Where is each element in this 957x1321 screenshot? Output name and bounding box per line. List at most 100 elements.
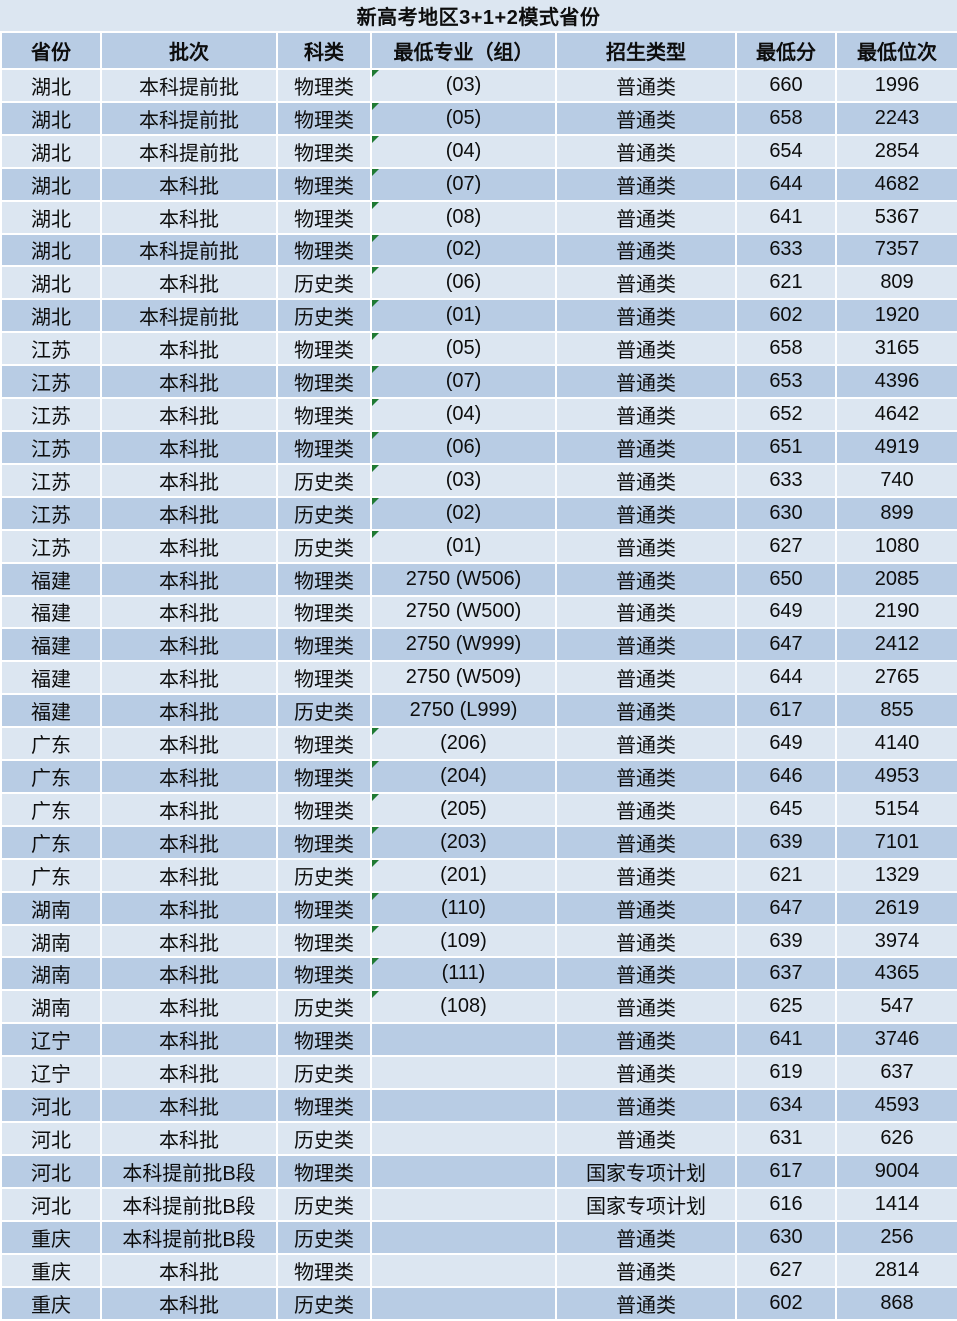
- cell-admission-type: 普通类: [555, 429, 737, 465]
- cell-province: 福建: [0, 561, 102, 597]
- cell-min-score: 625: [735, 989, 837, 1025]
- cell-min-rank: 4919: [835, 429, 957, 465]
- error-flag-icon: [373, 432, 379, 439]
- cell-subject: 物理类: [276, 1022, 372, 1058]
- cell-subject: 物理类: [276, 594, 372, 630]
- table-row: 河北 本科提前批B段 物理类 国家专项计划 617 9004: [0, 1153, 957, 1189]
- cell-min-score: 650: [735, 561, 837, 597]
- cell-subject: 历史类: [276, 1055, 372, 1091]
- cell-subject: 物理类: [276, 429, 372, 465]
- cell-min-score: 602: [735, 1285, 837, 1321]
- column-header-province: 省份: [0, 31, 102, 70]
- cell-province: 广东: [0, 726, 102, 762]
- cell-province: 江苏: [0, 495, 102, 531]
- table-row: 福建 本科批 历史类 2750 (L999) 普通类 617 855: [0, 693, 957, 729]
- cell-subject: 物理类: [276, 232, 372, 268]
- cell-subject: 历史类: [276, 1186, 372, 1222]
- cell-min-rank: 740: [835, 462, 957, 498]
- cell-major-group: [370, 1088, 557, 1123]
- cell-min-rank: 4365: [835, 956, 957, 992]
- table-row: 福建 本科批 物理类 2750 (W509) 普通类 644 2765: [0, 660, 957, 696]
- cell-major-group: (108): [370, 989, 557, 1025]
- cell-major-group: (205): [370, 791, 557, 827]
- cell-min-rank: 2190: [835, 594, 957, 630]
- cell-subject: 物理类: [276, 397, 372, 432]
- cell-province: 广东: [0, 791, 102, 827]
- cell-admission-type: 普通类: [555, 199, 737, 235]
- cell-province: 湖北: [0, 100, 102, 136]
- cell-admission-type: 普通类: [555, 100, 737, 136]
- table-row: 重庆 本科提前批B段 历史类 普通类 630 256: [0, 1219, 957, 1255]
- cell-admission-type: 普通类: [555, 989, 737, 1025]
- cell-batch: 本科批: [100, 726, 278, 762]
- table-row: 河北 本科批 物理类 普通类 634 4593: [0, 1088, 957, 1123]
- cell-min-score: 617: [735, 693, 837, 729]
- table-row: 广东 本科批 物理类 (203) 普通类 639 7101: [0, 824, 957, 860]
- cell-subject: 历史类: [276, 1121, 372, 1156]
- cell-subject: 物理类: [276, 824, 372, 860]
- cell-min-score: 639: [735, 824, 837, 860]
- cell-min-score: 653: [735, 364, 837, 400]
- cell-batch: 本科批: [100, 791, 278, 827]
- table-row: 辽宁 本科批 物理类 普通类 641 3746: [0, 1022, 957, 1058]
- cell-admission-type: 普通类: [555, 890, 737, 926]
- error-flag-icon: [373, 959, 379, 966]
- cell-major-group: (01): [370, 298, 557, 334]
- error-flag-icon: [373, 992, 379, 999]
- cell-batch: 本科提前批: [100, 68, 278, 103]
- error-flag-icon: [373, 729, 379, 736]
- cell-batch: 本科批: [100, 594, 278, 630]
- table-row: 湖南 本科批 历史类 (108) 普通类 625 547: [0, 989, 957, 1025]
- cell-subject: 物理类: [276, 331, 372, 367]
- cell-admission-type: 普通类: [555, 397, 737, 432]
- cell-admission-type: 普通类: [555, 1088, 737, 1123]
- table-row: 湖南 本科批 物理类 (111) 普通类 637 4365: [0, 956, 957, 992]
- cell-admission-type: 普通类: [555, 1252, 737, 1288]
- cell-min-rank: 2854: [835, 133, 957, 169]
- cell-min-score: 619: [735, 1055, 837, 1091]
- error-flag-icon: [373, 103, 379, 110]
- cell-province: 广东: [0, 759, 102, 794]
- cell-min-score: 647: [735, 627, 837, 663]
- cell-subject: 物理类: [276, 923, 372, 959]
- cell-admission-type: 普通类: [555, 726, 737, 762]
- cell-admission-type: 普通类: [555, 594, 737, 630]
- cell-province: 广东: [0, 857, 102, 893]
- table-body: 湖北 本科提前批 物理类 (03) 普通类 660 1996 湖北 本科提前批 物理类 (05) 普通…: [0, 68, 957, 1321]
- cell-province: 江苏: [0, 528, 102, 564]
- cell-admission-type: 普通类: [555, 1219, 737, 1255]
- cell-min-rank: 5154: [835, 791, 957, 827]
- cell-batch: 本科批: [100, 660, 278, 696]
- cell-province: 江苏: [0, 462, 102, 498]
- column-header-major-group: 最低专业（组）: [370, 31, 557, 70]
- cell-min-rank: 256: [835, 1219, 957, 1255]
- cell-min-score: 651: [735, 429, 837, 465]
- cell-min-score: 621: [735, 857, 837, 893]
- cell-major-group: (204): [370, 759, 557, 794]
- cell-subject: 物理类: [276, 791, 372, 827]
- table-row: 湖北 本科提前批 历史类 (01) 普通类 602 1920: [0, 298, 957, 334]
- error-flag-icon: [373, 762, 379, 769]
- cell-province: 湖南: [0, 989, 102, 1025]
- cell-admission-type: 普通类: [555, 627, 737, 663]
- table-row: 湖北 本科批 物理类 (08) 普通类 641 5367: [0, 199, 957, 235]
- cell-province: 河北: [0, 1153, 102, 1189]
- cell-batch: 本科批: [100, 1121, 278, 1156]
- cell-batch: 本科批: [100, 1088, 278, 1123]
- table-row: 广东 本科批 物理类 (206) 普通类 649 4140: [0, 726, 957, 762]
- table-row: 湖北 本科提前批 物理类 (02) 普通类 633 7357: [0, 232, 957, 268]
- cell-admission-type: 普通类: [555, 857, 737, 893]
- cell-subject: 物理类: [276, 1252, 372, 1288]
- cell-min-score: 658: [735, 100, 837, 136]
- cell-min-rank: 855: [835, 693, 957, 729]
- cell-min-rank: 1996: [835, 68, 957, 103]
- cell-province: 湖北: [0, 68, 102, 103]
- cell-major-group: (07): [370, 166, 557, 202]
- cell-admission-type: 普通类: [555, 956, 737, 992]
- cell-min-score: 617: [735, 1153, 837, 1189]
- cell-min-rank: 2619: [835, 890, 957, 926]
- cell-min-score: 616: [735, 1186, 837, 1222]
- cell-min-rank: 5367: [835, 199, 957, 235]
- cell-admission-type: 普通类: [555, 133, 737, 169]
- cell-batch: 本科批: [100, 462, 278, 498]
